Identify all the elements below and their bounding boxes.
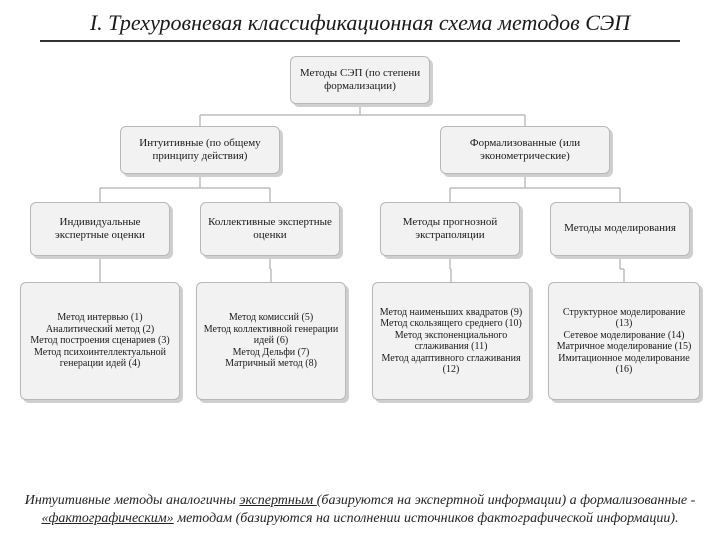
page-title: I. Трехуровневая классификационная схема… bbox=[0, 0, 720, 40]
tree-node: Интуитивные (по общему принципу действия… bbox=[120, 126, 280, 174]
tree-node: Методы прогнозной экстраполяции bbox=[380, 202, 520, 256]
tree-node: Структурное моделирование (13)Сетевое мо… bbox=[548, 282, 700, 400]
tree-node: Методы СЭП (по степени формализации) bbox=[290, 56, 430, 104]
tree-node: Формализованные (или эконометрические) bbox=[440, 126, 610, 174]
title-underline bbox=[40, 40, 680, 42]
tree-node: Коллективные экспертные оценки bbox=[200, 202, 340, 256]
tree-node: Метод интервью (1)Аналитический метод (2… bbox=[20, 282, 180, 400]
tree-node: Метод наименьших квадратов (9)Метод скол… bbox=[372, 282, 530, 400]
tree-node: Методы моделирования bbox=[550, 202, 690, 256]
tree-node: Метод комиссий (5)Метод коллективной ген… bbox=[196, 282, 346, 400]
footer-note: Интуитивные методы аналогичны экспертным… bbox=[20, 492, 700, 528]
tree-node: Индивидуальные экспертные оценки bbox=[30, 202, 170, 256]
org-chart: Методы СЭП (по степени формализации)Инту… bbox=[0, 50, 720, 450]
